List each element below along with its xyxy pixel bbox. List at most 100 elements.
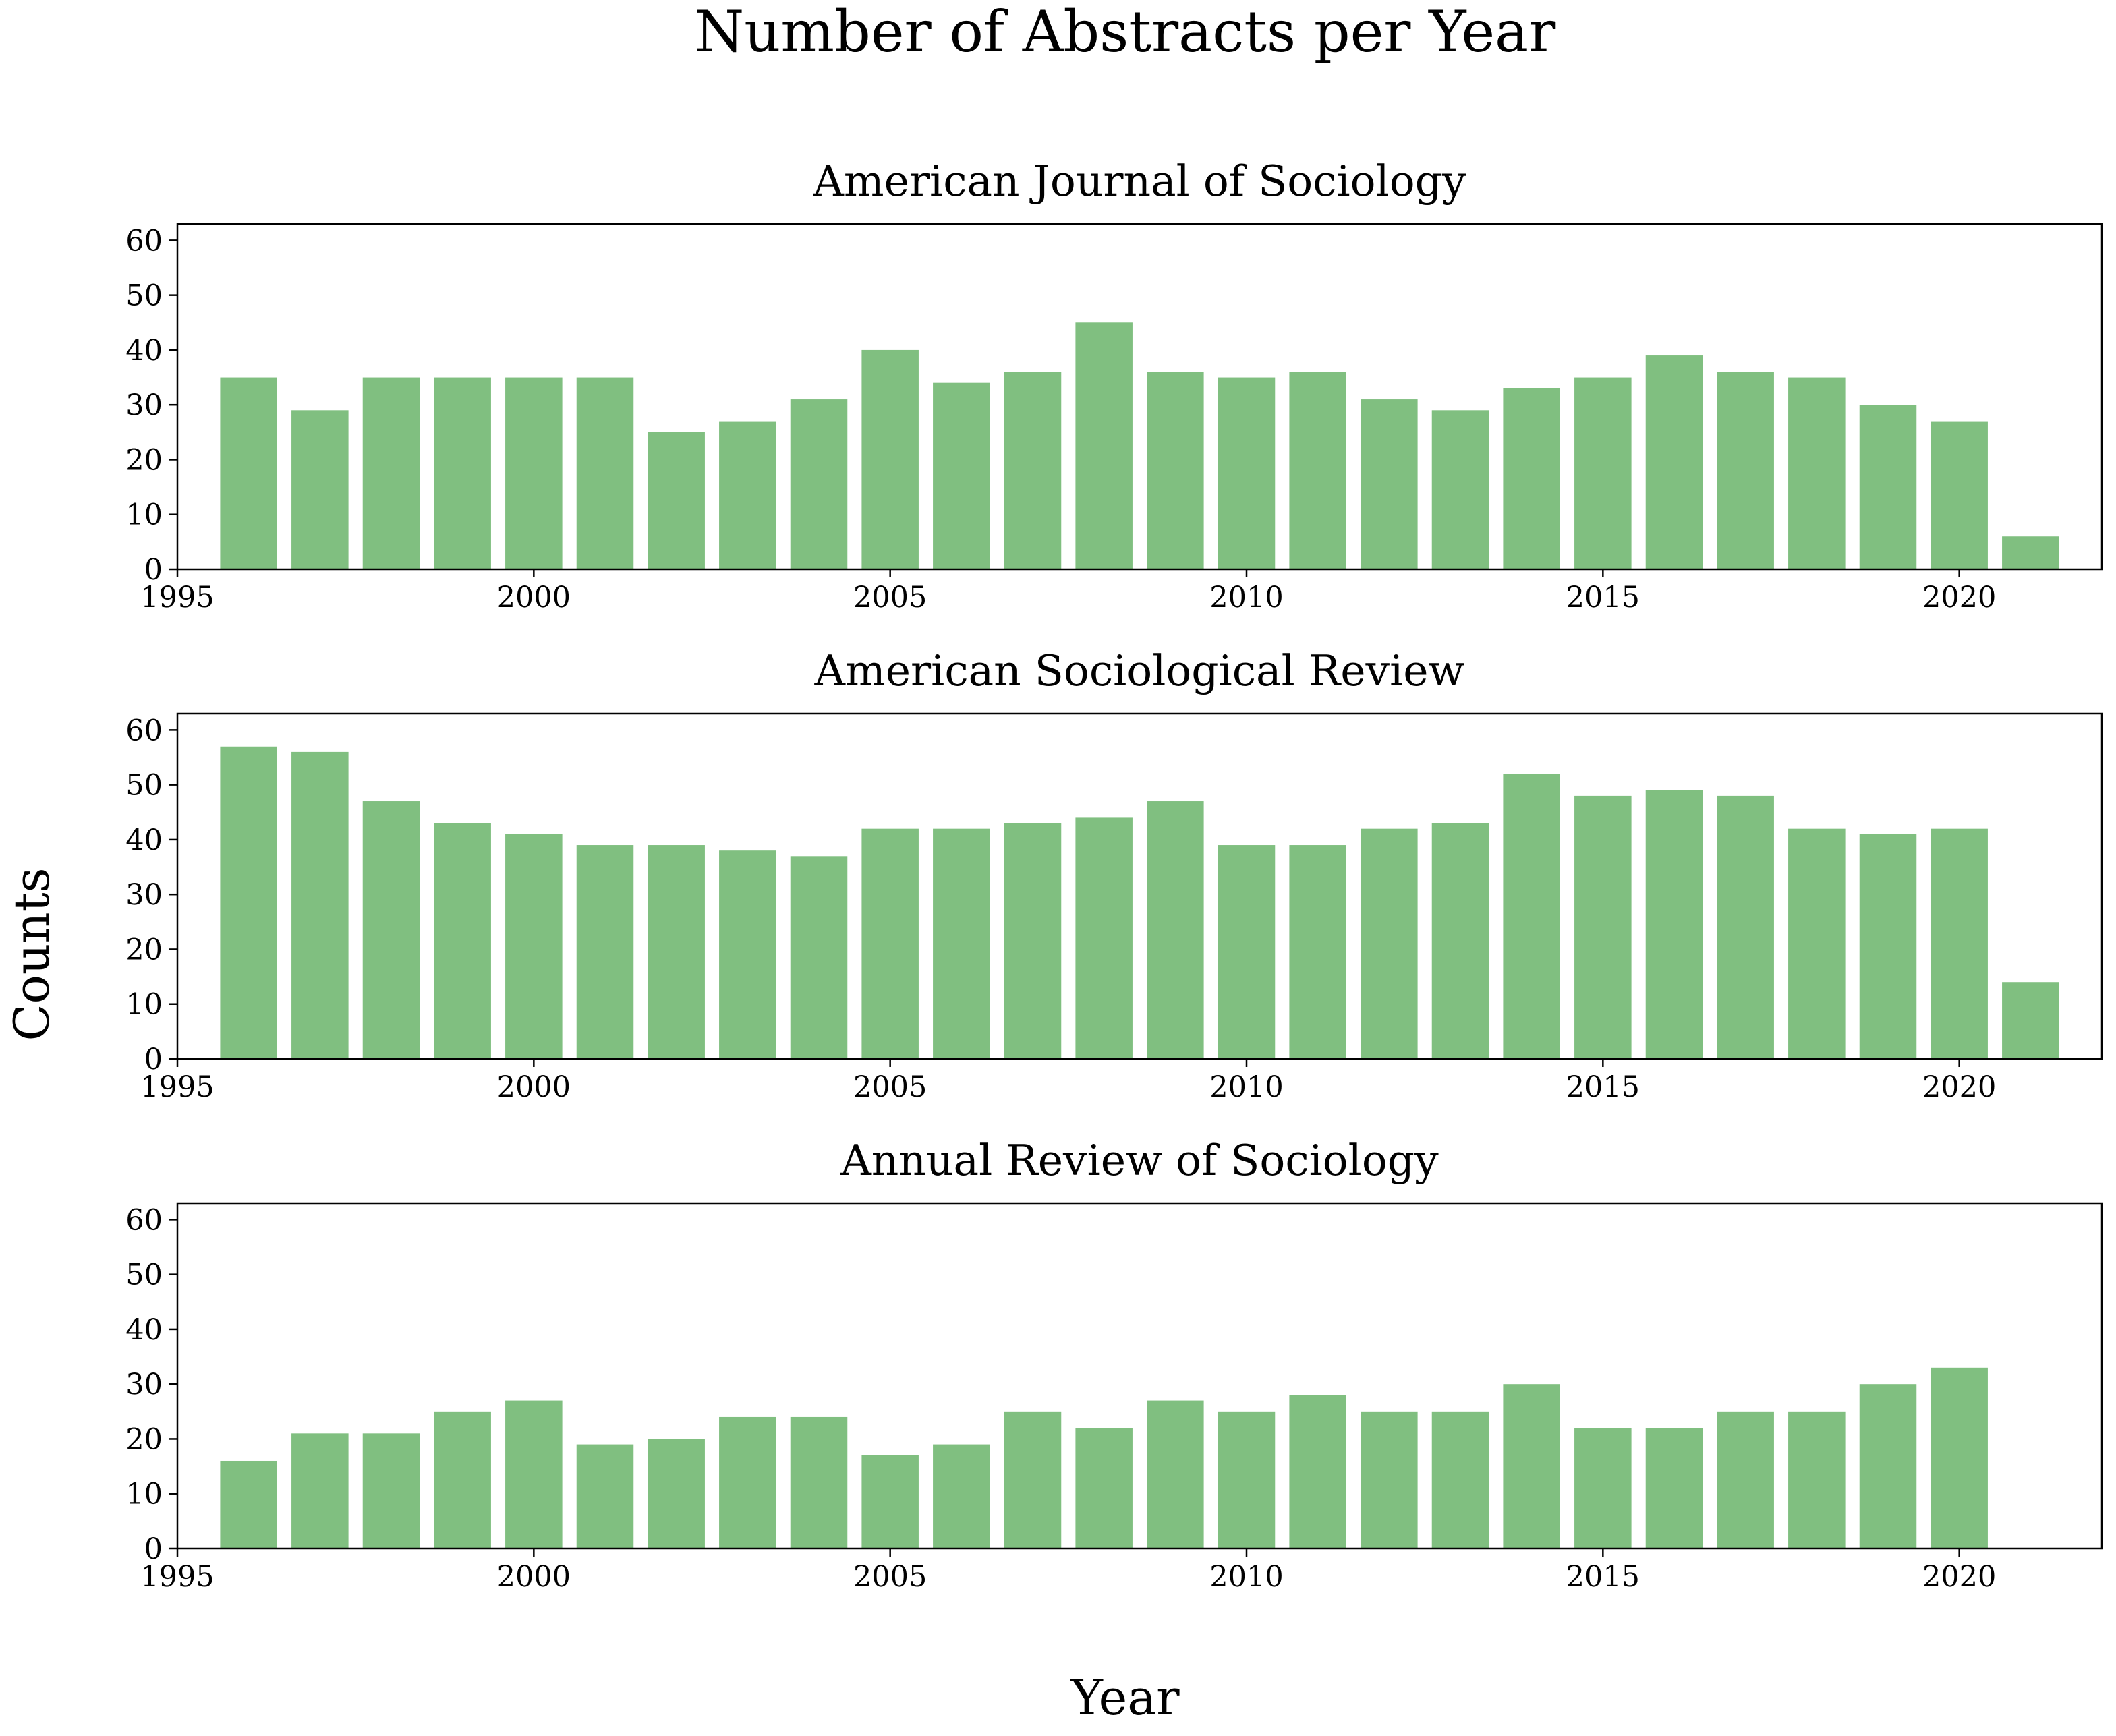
x-tick-label: 2005 xyxy=(853,1070,927,1104)
subplot-title: American Sociological Review xyxy=(814,646,1465,695)
y-tick-label: 60 xyxy=(125,714,163,747)
bar-2002 xyxy=(648,1439,705,1549)
x-tick-label: 2020 xyxy=(1922,1560,1996,1594)
bar-1999 xyxy=(434,1411,491,1549)
bar-2018 xyxy=(1788,828,1846,1059)
bar-1999 xyxy=(434,377,491,569)
y-tick-label: 0 xyxy=(144,553,163,587)
bar-2018 xyxy=(1788,377,1846,569)
bar-1997 xyxy=(291,751,349,1059)
bar-2014 xyxy=(1503,388,1560,569)
y-tick-label: 50 xyxy=(125,769,163,803)
bar-2019 xyxy=(1859,1384,1917,1549)
bar-2009 xyxy=(1147,801,1204,1059)
y-tick-label: 10 xyxy=(125,498,163,532)
bar-2013 xyxy=(1431,1411,1489,1549)
x-tick-label: 1995 xyxy=(140,1560,214,1594)
bar-2008 xyxy=(1075,1428,1133,1549)
y-tick-label: 10 xyxy=(125,988,163,1022)
bar-2007 xyxy=(1004,823,1062,1059)
y-tick-label: 40 xyxy=(125,1313,163,1347)
bar-2020 xyxy=(1931,828,1988,1059)
bar-2003 xyxy=(719,1416,776,1549)
bar-2000 xyxy=(505,1400,563,1549)
bar-2000 xyxy=(505,377,563,569)
bar-2004 xyxy=(790,856,848,1059)
bar-2017 xyxy=(1717,795,1774,1059)
x-tick-label: 2015 xyxy=(1566,1560,1640,1594)
bar-2020 xyxy=(1931,421,1988,569)
y-tick-label: 20 xyxy=(125,443,163,477)
subplot-title: American Journal of Sociology xyxy=(812,156,1466,206)
x-tick-label: 2015 xyxy=(1566,1070,1640,1104)
bar-2002 xyxy=(648,432,705,569)
bar-2001 xyxy=(576,377,634,569)
bar-2014 xyxy=(1503,1384,1560,1549)
bar-2015 xyxy=(1574,377,1632,569)
bar-2009 xyxy=(1147,1400,1204,1549)
y-tick-label: 60 xyxy=(125,1203,163,1237)
bar-2007 xyxy=(1004,1411,1062,1549)
bar-2000 xyxy=(505,834,563,1059)
bar-2005 xyxy=(861,828,919,1059)
x-tick-label: 1995 xyxy=(140,581,214,614)
bar-2016 xyxy=(1645,1428,1703,1549)
y-tick-label: 10 xyxy=(125,1478,163,1511)
bar-1996 xyxy=(220,1460,277,1549)
x-tick-label: 1995 xyxy=(140,1070,214,1104)
bar-2005 xyxy=(861,1455,919,1549)
bar-2012 xyxy=(1361,399,1418,569)
subplot-title: Annual Review of Sociology xyxy=(840,1136,1439,1185)
subplot-annual-review-of-sociology: Annual Review of Sociology 1995 2000 2005 20… xyxy=(125,1136,2103,1594)
bar-2013 xyxy=(1431,823,1489,1059)
axes-frame xyxy=(176,712,2103,1060)
x-tick-label: 2010 xyxy=(1209,581,1283,614)
bar-2020 xyxy=(1931,1367,1988,1549)
bar-2005 xyxy=(861,349,919,569)
y-tick-label: 60 xyxy=(125,224,163,258)
y-tick-label: 50 xyxy=(125,279,163,313)
y-tick-label: 30 xyxy=(125,388,163,422)
bar-2017 xyxy=(1717,1411,1774,1549)
bar-2012 xyxy=(1361,828,1418,1059)
bar-2001 xyxy=(576,1444,634,1549)
bar-2006 xyxy=(933,828,990,1059)
bar-2002 xyxy=(648,845,705,1059)
bar-2006 xyxy=(933,1444,990,1549)
y-tick-label: 30 xyxy=(125,878,163,912)
axes-frame xyxy=(176,1202,2103,1550)
bar-2008 xyxy=(1075,817,1133,1059)
bar-2013 xyxy=(1431,410,1489,569)
bar-1996 xyxy=(220,377,277,569)
y-axis-label: Counts xyxy=(3,867,60,1041)
x-tick-label: 2005 xyxy=(853,1560,927,1594)
bar-1998 xyxy=(362,377,420,569)
bar-2008 xyxy=(1075,322,1133,569)
bar-2017 xyxy=(1717,372,1774,569)
x-tick-label: 2010 xyxy=(1209,1070,1283,1104)
bar-2011 xyxy=(1289,845,1346,1059)
bar-2015 xyxy=(1574,1428,1632,1549)
bar-2021 xyxy=(2002,536,2059,569)
bar-2010 xyxy=(1218,845,1276,1059)
figure-title: Number of Abstracts per Year xyxy=(695,0,1556,65)
bar-2019 xyxy=(1859,405,1917,569)
x-tick-label: 2000 xyxy=(497,581,571,614)
x-tick-label: 2010 xyxy=(1209,1560,1283,1594)
bar-2009 xyxy=(1147,372,1204,569)
bar-1996 xyxy=(220,746,277,1059)
y-tick-label: 40 xyxy=(125,334,163,368)
bar-2003 xyxy=(719,421,776,569)
bar-2003 xyxy=(719,850,776,1059)
bar-2021 xyxy=(2002,982,2059,1059)
bar-2006 xyxy=(933,382,990,569)
bar-2011 xyxy=(1289,372,1346,569)
y-tick-label: 30 xyxy=(125,1368,163,1401)
bar-2004 xyxy=(790,1416,848,1549)
bar-2007 xyxy=(1004,372,1062,569)
bar-2018 xyxy=(1788,1411,1846,1549)
x-tick-label: 2020 xyxy=(1922,1070,1996,1104)
